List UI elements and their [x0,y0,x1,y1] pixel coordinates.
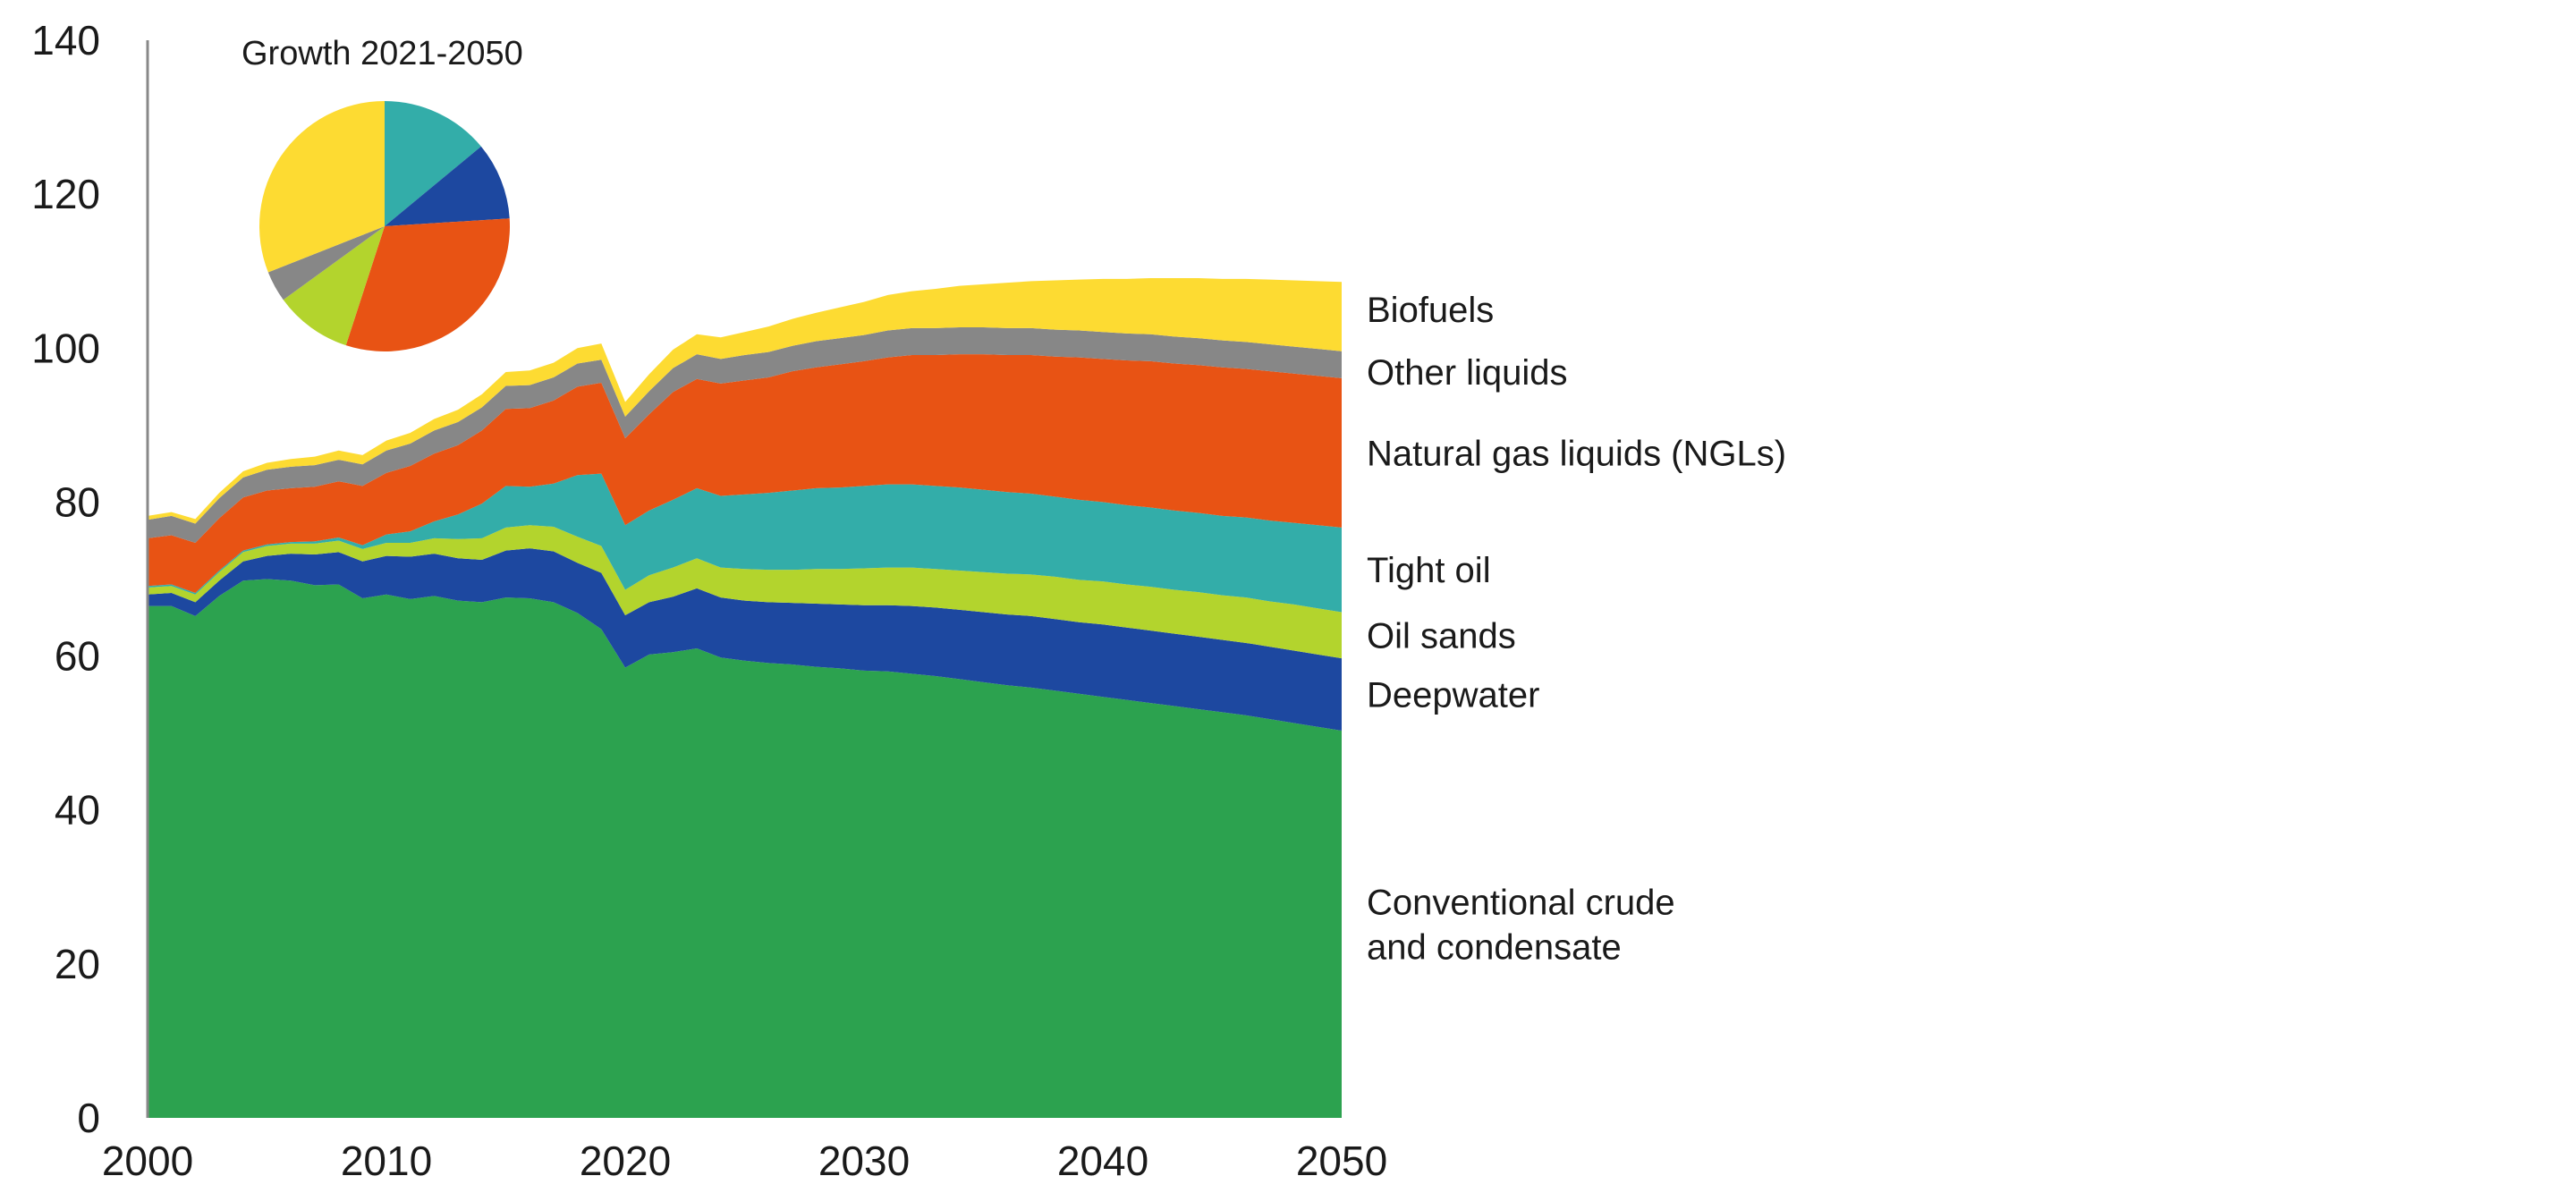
series-label: Other liquids [1367,353,1568,393]
pie-slice-4 [267,226,385,300]
x-tick-label: 2010 [341,1138,432,1184]
pie-slice-5 [259,101,385,273]
area-series-6 [148,277,1342,524]
y-tick-label: 120 [31,171,100,217]
x-tick-label: 2000 [102,1138,193,1184]
series-label: Tight oil [1367,551,1491,590]
area-series-3 [148,473,1342,613]
pie-slice-3 [283,226,385,346]
x-tick-label: 2050 [1296,1138,1387,1184]
pie-slice-2 [345,218,511,352]
inset-pie [259,101,511,352]
series-label: Deepwater [1367,676,1539,715]
series-label: Conventional crude and condensate [1367,884,1675,968]
area-series-0 [148,579,1342,1118]
pie-title: Growth 2021-2050 [242,35,523,72]
series-label: Biofuels [1367,291,1494,330]
y-tick-label: 140 [31,17,100,63]
pie-slice-1 [385,146,510,226]
series-labels: Conventional crude and condensate Deepwate… [1367,291,1786,968]
y-tick-label: 20 [55,941,100,987]
x-tick-label: 2040 [1057,1138,1148,1184]
stacked-areas [148,277,1342,1118]
y-tick-label: 80 [55,478,100,525]
area-series-5 [148,327,1342,544]
area-series-4 [148,354,1342,593]
y-tick-label: 40 [55,787,100,833]
y-tick-label: 60 [55,633,100,680]
x-tick-label: 2030 [818,1138,910,1184]
y-tick-label: 0 [77,1095,100,1141]
x-tick-label: 2020 [580,1138,671,1184]
series-label: Oil sands [1367,616,1516,656]
y-tick-label: 100 [31,325,100,371]
pie-slice-0 [385,101,481,226]
area-series-2 [148,525,1342,659]
area-series-1 [148,548,1342,732]
y-axis-ticks: 0 20 40 60 80 100 120 140 [31,17,100,1141]
x-axis-ticks: 2000 2010 2020 2030 2040 2050 [102,1138,1387,1184]
series-label: Natural gas liquids (NGLs) [1367,434,1786,473]
